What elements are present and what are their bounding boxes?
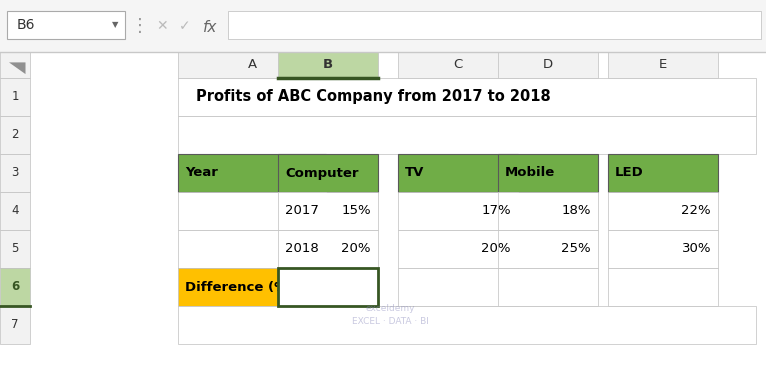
Text: 18%: 18%	[561, 204, 591, 218]
Bar	[278, 52, 378, 78]
Bar	[178, 154, 326, 192]
Text: 3: 3	[11, 166, 18, 179]
Text: E: E	[659, 59, 667, 72]
Bar	[0, 306, 30, 344]
Text: C: C	[453, 59, 463, 72]
Text: 17%: 17%	[481, 204, 511, 218]
Bar	[398, 268, 518, 306]
Bar	[398, 154, 518, 192]
Text: LED: LED	[615, 166, 643, 179]
Text: 2018: 2018	[285, 243, 319, 256]
Bar	[498, 268, 598, 306]
Bar	[0, 78, 30, 116]
Bar	[178, 116, 756, 154]
Bar	[608, 154, 718, 192]
Text: exceldemy
EXCEL · DATA · BI: exceldemy EXCEL · DATA · BI	[352, 303, 428, 326]
Bar	[0, 230, 30, 268]
Bar	[0, 268, 30, 306]
Bar	[498, 52, 598, 78]
Bar	[398, 192, 518, 230]
Text: 20%: 20%	[342, 243, 371, 256]
Bar	[178, 268, 326, 306]
Text: ✓: ✓	[179, 19, 191, 33]
Text: ⋮: ⋮	[131, 17, 149, 35]
Text: 30%: 30%	[682, 243, 711, 256]
Bar	[278, 230, 378, 268]
Text: Difference (%): Difference (%)	[185, 281, 293, 293]
Text: 15%: 15%	[342, 204, 371, 218]
Bar	[0, 52, 30, 78]
Bar	[398, 52, 518, 78]
Bar	[0, 154, 30, 192]
Bar	[0, 116, 30, 154]
Text: 7: 7	[11, 318, 18, 331]
Bar	[498, 154, 598, 192]
Bar	[228, 11, 761, 39]
Bar	[0, 0, 766, 52]
Text: 22%: 22%	[682, 204, 711, 218]
Bar	[7, 11, 125, 39]
Bar	[278, 268, 378, 306]
Text: B6: B6	[17, 18, 35, 32]
Bar	[178, 306, 756, 344]
Text: 20%: 20%	[482, 243, 511, 256]
Bar	[278, 192, 378, 230]
Text: A: A	[247, 59, 257, 72]
Text: ▼: ▼	[112, 20, 118, 30]
Bar	[0, 192, 30, 230]
Polygon shape	[9, 62, 25, 74]
Bar	[278, 154, 378, 192]
Bar	[608, 192, 718, 230]
Bar	[498, 192, 598, 230]
Text: 2: 2	[11, 129, 18, 142]
Text: 25%: 25%	[561, 243, 591, 256]
Bar	[398, 230, 518, 268]
Bar	[178, 78, 756, 116]
Text: TV: TV	[405, 166, 424, 179]
Text: Computer: Computer	[285, 166, 358, 179]
Bar	[278, 268, 378, 306]
Text: B: B	[323, 59, 333, 72]
Bar	[0, 52, 766, 385]
Text: Mobile: Mobile	[505, 166, 555, 179]
Text: 1: 1	[11, 90, 18, 104]
Text: 2017: 2017	[285, 204, 319, 218]
Bar	[608, 230, 718, 268]
Text: Profits of ABC Company from 2017 to 2018: Profits of ABC Company from 2017 to 2018	[196, 89, 551, 104]
Text: 4: 4	[11, 204, 18, 218]
Text: Year: Year	[185, 166, 218, 179]
Text: 5: 5	[11, 243, 18, 256]
Text: ✕: ✕	[156, 19, 168, 33]
Text: D: D	[543, 59, 553, 72]
Text: fx: fx	[203, 20, 218, 35]
Bar	[178, 230, 326, 268]
Bar	[498, 230, 598, 268]
Bar	[608, 268, 718, 306]
Bar	[178, 52, 326, 78]
Text: 6: 6	[11, 281, 19, 293]
Bar	[178, 192, 326, 230]
Bar	[608, 52, 718, 78]
